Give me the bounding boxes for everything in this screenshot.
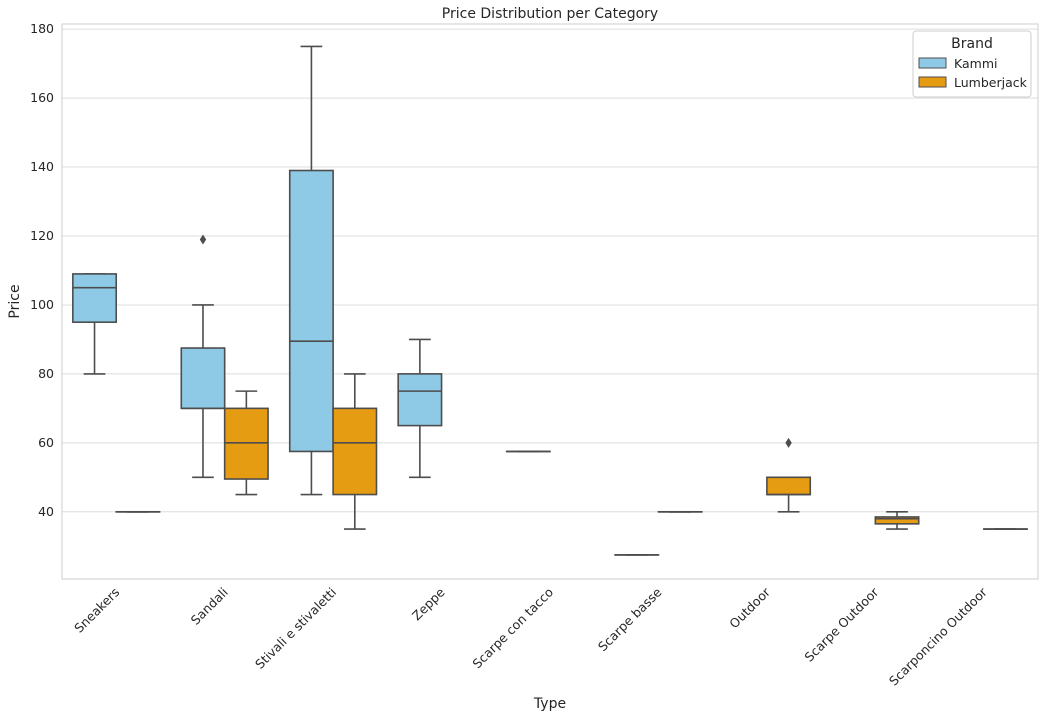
box-lumberjack-scarpe-outdoor [874, 510, 920, 530]
x-tick-labels: Sneakers Sandali Stivali e stivaletti Zeppe… [71, 584, 990, 689]
box-lumberjack-stivali-e-stivaletti [332, 373, 378, 530]
box-body [332, 407, 378, 496]
x-axis-label: Type [533, 696, 566, 712]
y-tick-labels: 40 60 80 100 120 140 160 180 [30, 21, 54, 519]
box-lumberjack-outdoor [766, 437, 812, 513]
grid-lines [62, 28, 1038, 513]
box-body [72, 273, 118, 323]
box-body [288, 169, 334, 453]
y-tick-label: 160 [30, 90, 54, 105]
legend-label: Kammi [954, 56, 997, 71]
x-tick-label: Sneakers [71, 585, 122, 636]
x-tick-label: Scarpe basse [595, 584, 665, 654]
box-kammi-stivali-e-stivaletti [288, 45, 334, 496]
y-tick-label: 140 [30, 159, 54, 174]
x-tick-label: Scarpe con tacco [469, 585, 556, 672]
y-tick-label: 60 [38, 435, 54, 450]
y-tick-label: 120 [30, 228, 54, 243]
y-axis-label: Price [7, 284, 23, 318]
outlier-point [785, 437, 792, 448]
legend-entries: Kammi Lumberjack [918, 56, 1028, 90]
box-elements [72, 45, 1028, 556]
box-body [766, 476, 812, 496]
box-kammi-sandali [180, 234, 226, 479]
outlier-point [199, 234, 207, 245]
box-body [223, 407, 269, 480]
x-tick-label: Scarpe Outdoor [801, 584, 882, 665]
y-tick-label: 180 [30, 21, 54, 36]
y-tick-label: 40 [38, 504, 54, 519]
box-body [874, 516, 920, 525]
plot-frame [61, 23, 1039, 580]
legend-label: Lumberjack [954, 75, 1028, 90]
x-tick-label: Sandali [188, 585, 231, 628]
y-tick-label: 80 [38, 366, 54, 381]
box-kammi-zeppe [397, 338, 443, 479]
box-body [180, 347, 226, 410]
box-body [397, 373, 443, 427]
legend-swatch [918, 57, 947, 69]
x-tick-label: Outdoor [726, 584, 773, 631]
x-tick-label: Stivali e stivaletti [252, 585, 339, 672]
legend-swatch [918, 76, 947, 88]
legend-title: Brand [951, 36, 993, 52]
y-tick-label: 100 [30, 297, 54, 312]
x-tick-label: Zeppe [409, 584, 448, 623]
x-tick-label: Scarponcino Outdoor [886, 584, 991, 689]
chart-title: Price Distribution per Category [442, 6, 658, 22]
legend: Brand Kammi Lumberjack [912, 30, 1032, 98]
box-lumberjack-sandali [223, 390, 269, 496]
box-kammi-sneakers [72, 273, 118, 375]
